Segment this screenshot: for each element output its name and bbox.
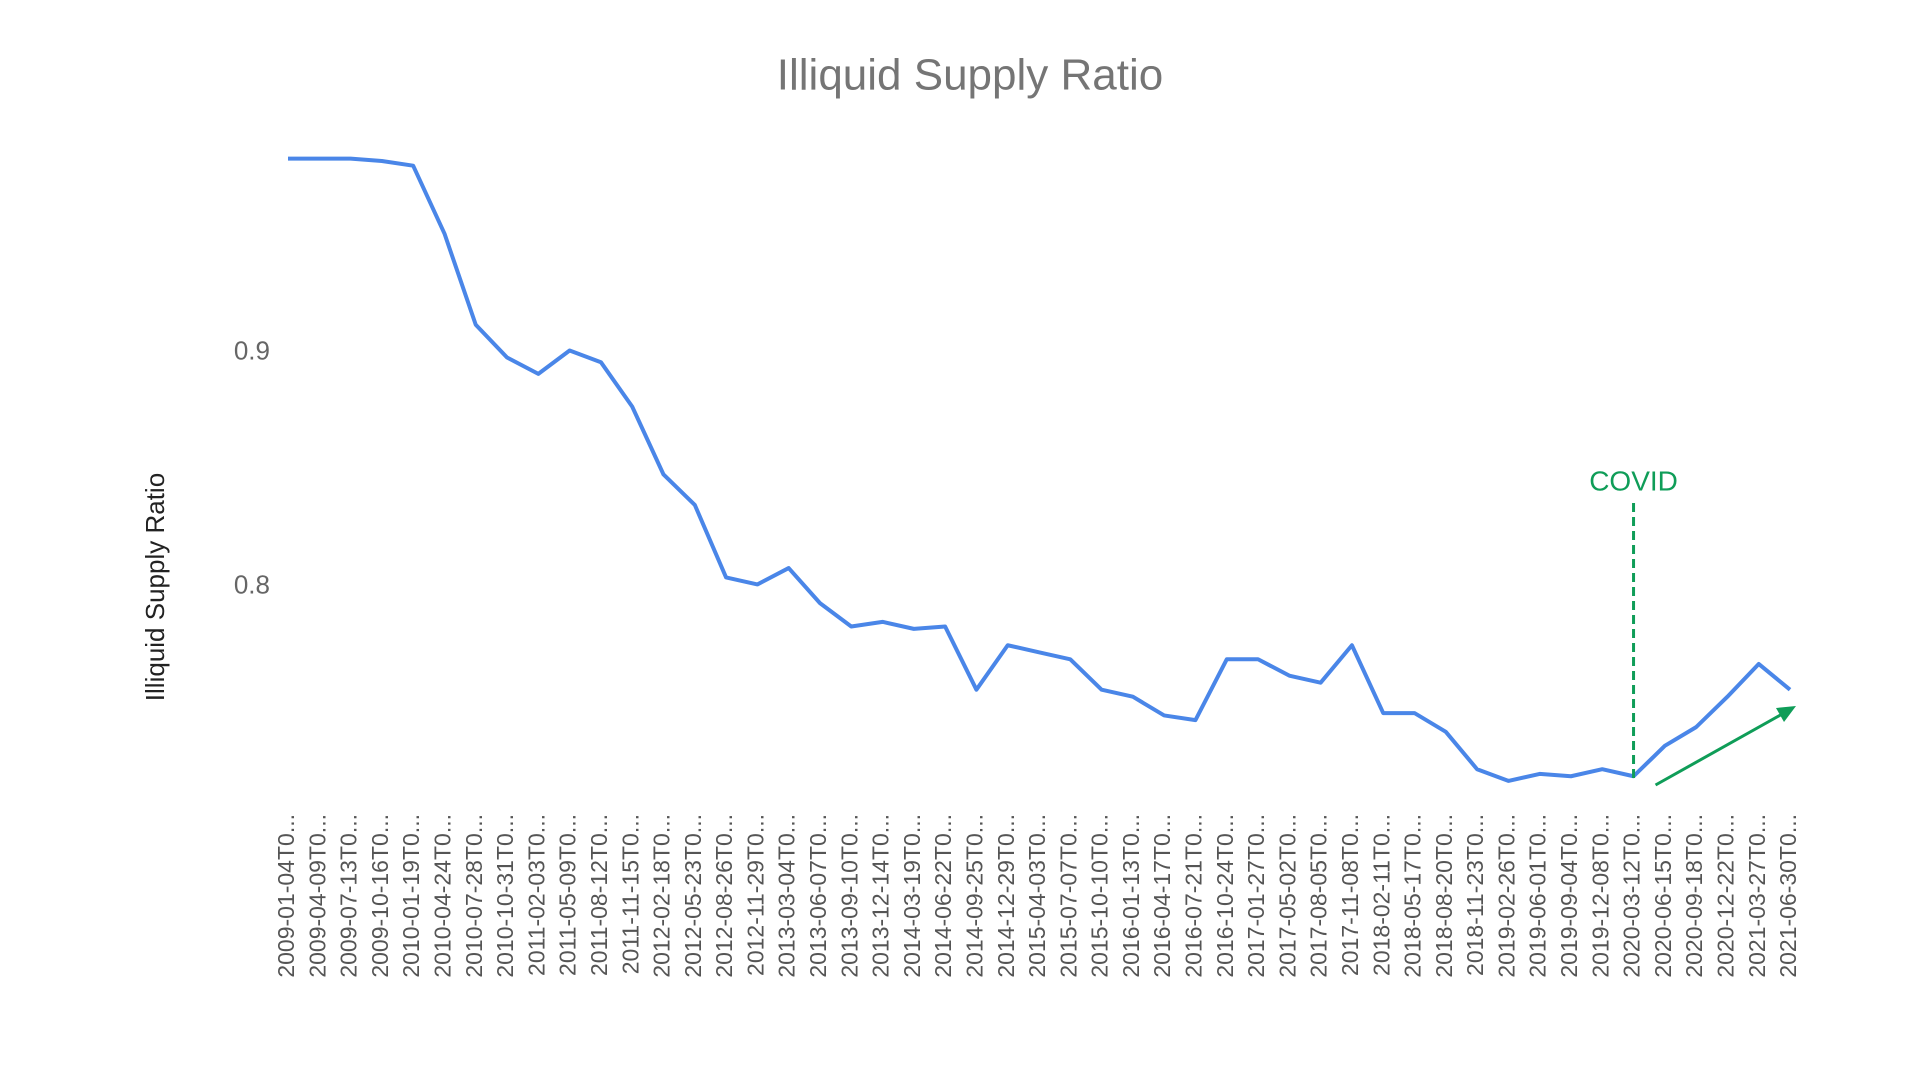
y-axis-title: Illiquid Supply Ratio bbox=[140, 473, 170, 701]
x-tick-label: 2013-06-07T0... bbox=[805, 814, 831, 978]
annotation-text: COVID bbox=[1589, 465, 1678, 496]
x-tick-label: 2012-02-18T0... bbox=[649, 814, 675, 978]
x-tick-label: 2016-04-17T0... bbox=[1149, 814, 1175, 978]
x-tick-label: 2018-02-11T0... bbox=[1368, 814, 1394, 976]
x-tick-label: 2011-08-12T0... bbox=[586, 814, 612, 976]
x-tick-label: 2016-01-13T0... bbox=[1118, 814, 1144, 978]
x-tick-label: 2010-10-31T0... bbox=[492, 814, 518, 978]
x-tick-label: 2019-12-08T0... bbox=[1587, 814, 1613, 978]
x-tick-label: 2011-02-03T0... bbox=[523, 814, 549, 976]
trend-arrow-head bbox=[1776, 706, 1796, 722]
x-tick-label: 2013-09-10T0... bbox=[836, 814, 862, 978]
x-tick-label: 2010-07-28T0... bbox=[461, 814, 487, 978]
x-tick-label: 2018-11-23T0... bbox=[1462, 814, 1488, 976]
x-tick-label: 2020-12-22T0... bbox=[1712, 814, 1738, 978]
x-tick-label: 2015-10-10T0... bbox=[1087, 814, 1113, 978]
y-tick-label: 0.9 bbox=[234, 336, 270, 366]
x-tick-label: 2014-06-22T0... bbox=[930, 814, 956, 978]
y-tick-label: 0.8 bbox=[234, 570, 270, 600]
x-tick-label: 2012-08-26T0... bbox=[711, 814, 737, 978]
x-tick-label: 2009-10-16T0... bbox=[367, 814, 393, 978]
x-tick-label: 2015-04-03T0... bbox=[1024, 814, 1050, 978]
x-tick-label: 2014-03-19T0... bbox=[899, 814, 925, 978]
x-tick-label: 2015-07-07T0... bbox=[1055, 814, 1081, 978]
x-tick-label: 2017-11-08T0... bbox=[1337, 814, 1363, 976]
x-tick-label: 2010-04-24T0... bbox=[430, 814, 456, 978]
x-tick-label: 2009-01-04T0... bbox=[273, 814, 299, 978]
x-tick-label: 2018-05-17T0... bbox=[1400, 814, 1426, 978]
x-tick-label: 2017-08-05T0... bbox=[1306, 814, 1332, 978]
x-tick-label: 2012-05-23T0... bbox=[680, 814, 706, 978]
line bbox=[288, 156, 1792, 783]
x-tick-label: 2020-03-12T0... bbox=[1619, 814, 1645, 978]
trend-arrow bbox=[1654, 711, 1785, 787]
x-tick-label: 2021-06-30T0... bbox=[1775, 814, 1801, 978]
x-tick-label: 2016-10-24T0... bbox=[1212, 814, 1238, 978]
x-tick-label: 2014-12-29T0... bbox=[993, 814, 1019, 978]
x-tick-label: 2013-12-14T0... bbox=[868, 814, 894, 978]
x-tick-label: 2019-02-26T0... bbox=[1493, 814, 1519, 978]
x-tick-label: 2011-05-09T0... bbox=[555, 814, 581, 976]
x-tick-label: 2018-08-20T0... bbox=[1431, 814, 1457, 978]
x-tick-label: 2020-09-18T0... bbox=[1681, 814, 1707, 978]
x-tick-label: 2019-06-01T0... bbox=[1525, 814, 1551, 978]
x-tick-label: 2021-03-27T0... bbox=[1744, 814, 1770, 978]
x-tick-label: 2017-05-02T0... bbox=[1274, 814, 1300, 978]
x-tick-label: 2010-01-19T0... bbox=[398, 814, 424, 978]
x-tick-label: 2017-01-27T0... bbox=[1243, 814, 1269, 978]
x-tick-label: 2009-04-09T0... bbox=[304, 814, 330, 978]
x-tick-label: 2019-09-04T0... bbox=[1556, 814, 1582, 978]
x-tick-label: 2011-11-15T0... bbox=[617, 814, 643, 974]
x-tick-label: 2016-07-21T0... bbox=[1181, 814, 1207, 978]
x-tick-label: 2012-11-29T0... bbox=[742, 814, 768, 976]
x-tick-label: 2014-09-25T0... bbox=[961, 814, 987, 978]
chart-title: Illiquid Supply Ratio bbox=[777, 51, 1163, 100]
x-tick-label: 2009-07-13T0... bbox=[336, 814, 362, 978]
x-tick-label: 2013-03-04T0... bbox=[774, 814, 800, 978]
x-tick-label: 2020-06-15T0... bbox=[1650, 814, 1676, 978]
